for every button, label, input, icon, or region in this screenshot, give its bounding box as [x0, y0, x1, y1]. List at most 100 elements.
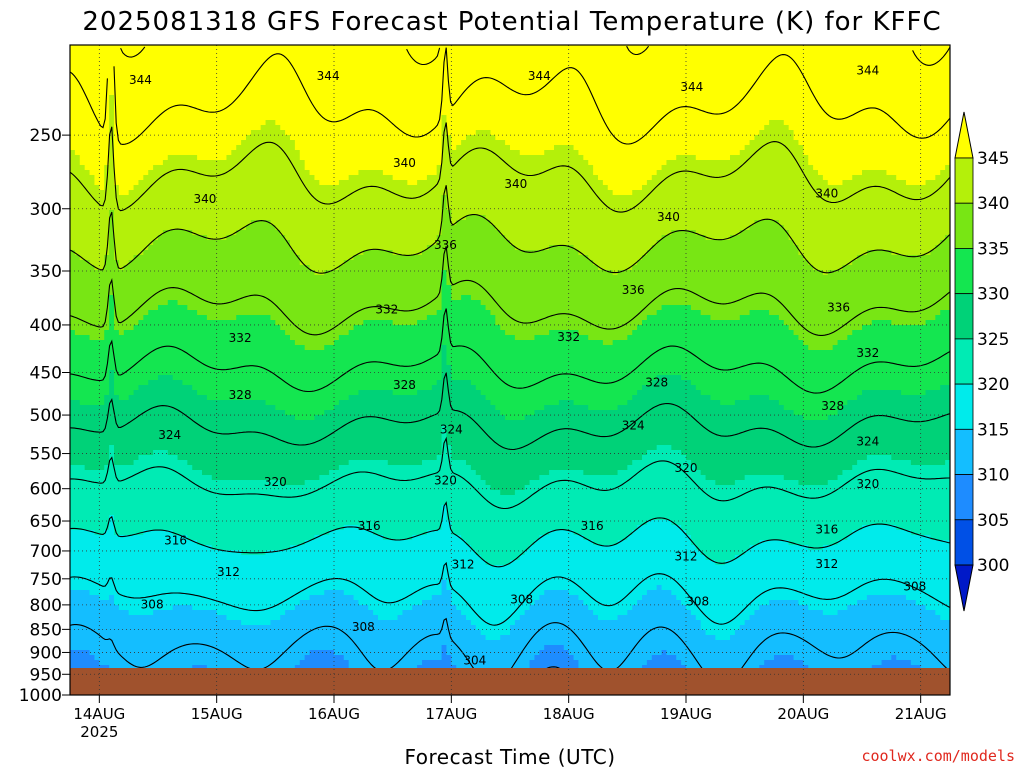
field-cell [930, 80, 935, 86]
field-cell [901, 65, 906, 71]
field-cell [202, 115, 207, 121]
field-cell [622, 60, 627, 66]
field-cell [486, 160, 491, 166]
field-cell [798, 120, 803, 126]
field-cell [285, 50, 290, 56]
field-cell [622, 120, 627, 126]
field-cell [354, 165, 359, 171]
field-cell [256, 180, 261, 186]
field-cell [618, 175, 623, 181]
field-cell [921, 145, 926, 151]
field-cell [730, 85, 735, 91]
field-cell [603, 165, 608, 171]
field-cell [911, 100, 916, 106]
field-cell [261, 85, 266, 91]
field-cell [935, 80, 940, 86]
field-cell [618, 120, 623, 126]
field-cell [872, 155, 877, 161]
field-cell [505, 100, 510, 106]
field-cell [671, 165, 676, 171]
field-cell [710, 55, 715, 61]
field-cell [926, 150, 931, 156]
field-cell [583, 140, 588, 146]
field-cell [192, 85, 197, 91]
field-cell [759, 100, 764, 106]
field-cell [666, 70, 671, 76]
field-cell [549, 180, 554, 186]
field-cell [178, 115, 183, 121]
field-cell [339, 65, 344, 71]
field-cell [500, 135, 505, 141]
field-cell [275, 110, 280, 116]
field-cell [138, 170, 143, 176]
field-cell [256, 165, 261, 171]
field-cell [828, 105, 833, 111]
field-cell [99, 105, 104, 111]
field-cell [926, 120, 931, 126]
field-cell [486, 165, 491, 171]
field-cell [432, 110, 437, 116]
field-cell [226, 90, 231, 96]
field-cell [525, 95, 530, 101]
field-cell [759, 110, 764, 116]
field-cell [280, 125, 285, 131]
field-cell [236, 100, 241, 106]
field-cell [246, 120, 251, 126]
field-cell [720, 115, 725, 121]
field-cell [412, 125, 417, 131]
field-cell [847, 105, 852, 111]
field-cell [85, 130, 90, 136]
field-cell [158, 55, 163, 61]
field-cell [735, 130, 740, 136]
field-cell [495, 170, 500, 176]
field-cell [202, 180, 207, 186]
field-cell [750, 70, 755, 76]
field-cell [940, 170, 945, 176]
field-cell [852, 135, 857, 141]
field-cell [852, 125, 857, 131]
field-cell [422, 85, 427, 91]
field-cell [862, 165, 867, 171]
field-cell [666, 135, 671, 141]
field-cell [622, 125, 627, 131]
field-cell [921, 165, 926, 171]
field-cell [534, 115, 539, 121]
field-cell [769, 70, 774, 76]
field-cell [138, 65, 143, 71]
field-cell [666, 130, 671, 136]
field-cell [652, 140, 657, 146]
field-cell [666, 75, 671, 81]
field-cell [857, 55, 862, 61]
field-cell [80, 60, 85, 66]
field-cell [627, 55, 632, 61]
field-cell [197, 155, 202, 161]
field-cell [466, 145, 471, 151]
field-cell [388, 145, 393, 151]
field-cell [143, 150, 148, 156]
field-cell [935, 120, 940, 126]
field-cell [544, 45, 549, 51]
field-cell [593, 180, 598, 186]
field-cell [642, 180, 647, 186]
field-cell [461, 120, 466, 126]
field-cell [412, 145, 417, 151]
field-cell [789, 175, 794, 181]
field-cell [632, 100, 637, 106]
field-cell [158, 90, 163, 96]
field-cell [197, 85, 202, 91]
field-cell [197, 135, 202, 141]
field-cell [730, 150, 735, 156]
field-cell [794, 105, 799, 111]
field-cell [236, 120, 241, 126]
field-cell [197, 175, 202, 181]
field-cell [270, 115, 275, 121]
field-cell [295, 60, 300, 66]
field-cell [652, 50, 657, 56]
field-cell [926, 95, 931, 101]
field-cell [153, 105, 158, 111]
field-cell [769, 175, 774, 181]
field-cell [906, 115, 911, 121]
field-cell [143, 60, 148, 66]
field-cell [134, 45, 139, 51]
field-cell [696, 115, 701, 121]
